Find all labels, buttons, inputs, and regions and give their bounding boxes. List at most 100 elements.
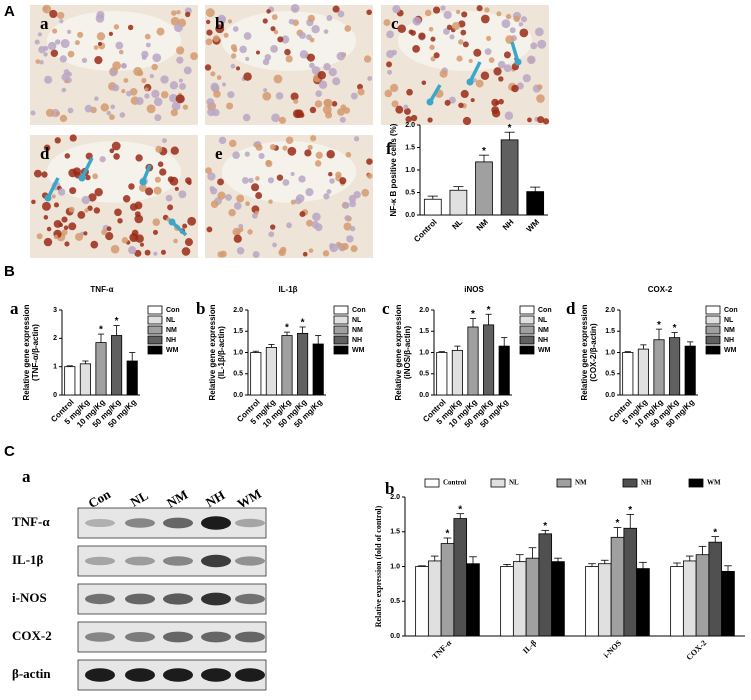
cell: [430, 56, 436, 62]
legend-swatch: [424, 478, 440, 488]
cell: [43, 52, 48, 57]
cell: [329, 178, 335, 184]
cell: [311, 24, 320, 34]
cell: [412, 45, 420, 53]
cell: [255, 144, 263, 151]
cell: [292, 7, 297, 12]
cell: [176, 56, 184, 64]
cell: [212, 35, 220, 42]
cell: [49, 9, 58, 19]
cell: [443, 28, 450, 35]
cell: [170, 109, 178, 117]
legend-label: NM: [538, 327, 549, 334]
cell: [135, 154, 143, 162]
x-tick-label: IL-β: [521, 638, 538, 655]
cell: [353, 136, 360, 142]
significance-star: *: [616, 518, 620, 529]
legend-swatch: [556, 478, 572, 488]
chart-title: iNOS: [464, 285, 484, 294]
y-axis-label: (IL-1β/β-actin): [217, 326, 226, 379]
cell: [328, 171, 333, 177]
bar: [669, 337, 681, 396]
micrograph-letter: b: [215, 14, 224, 33]
significance-star: *: [99, 325, 103, 336]
cell: [336, 51, 346, 61]
band: [85, 668, 115, 682]
cell: [497, 60, 506, 69]
significance-star: *: [628, 505, 632, 516]
cell: [299, 50, 309, 59]
y-tick-label: 1.5: [419, 328, 429, 335]
band: [235, 593, 265, 605]
significance-star: *: [657, 320, 661, 331]
cell: [68, 206, 75, 213]
cell: [81, 195, 91, 205]
cell: [95, 14, 105, 23]
legend-label: Con: [724, 307, 738, 314]
cell: [395, 105, 404, 114]
bar: [312, 343, 324, 396]
cell: [94, 96, 99, 101]
band: [163, 593, 193, 605]
blot-strip: [77, 621, 267, 653]
arrow-head: [78, 174, 86, 182]
band: [163, 668, 193, 682]
cell: [323, 193, 330, 200]
cell: [285, 136, 294, 145]
legend-swatch: [519, 335, 535, 345]
y-tick-label: 3: [53, 307, 57, 314]
legend-label: NL: [724, 317, 734, 324]
cell: [462, 41, 469, 48]
cell: [230, 63, 236, 69]
cell: [366, 158, 373, 165]
cell: [501, 19, 511, 29]
bar: [483, 324, 495, 396]
cell: [298, 175, 306, 183]
cell: [302, 251, 308, 257]
cell: [144, 87, 149, 92]
cell: [470, 98, 475, 103]
cell: [496, 11, 502, 17]
cell: [171, 10, 177, 16]
cell: [505, 35, 515, 44]
legend-label: WM: [724, 347, 737, 354]
cell: [458, 102, 464, 109]
cell: [111, 141, 121, 151]
cell: [271, 113, 280, 123]
cell: [176, 46, 185, 55]
cell: [144, 93, 150, 99]
cell: [480, 14, 490, 24]
cell: [155, 145, 163, 153]
legend-swatch: [333, 315, 349, 325]
cell: [67, 50, 75, 58]
cell: [449, 34, 455, 40]
arrow-head: [426, 98, 434, 106]
cell: [162, 138, 167, 144]
micrograph-letter: a: [40, 14, 49, 33]
cell: [278, 116, 287, 124]
cell: [294, 197, 302, 205]
cell: [156, 27, 165, 36]
cell: [43, 144, 51, 152]
cell: [386, 61, 392, 68]
arrow: [468, 61, 482, 83]
significance-star: *: [446, 529, 450, 540]
cell: [314, 100, 323, 108]
lane-label: NH: [203, 487, 227, 510]
cell: [121, 237, 129, 244]
legend-swatch: [519, 325, 535, 335]
cell: [337, 10, 345, 18]
cell: [127, 24, 134, 31]
bar: [453, 518, 468, 637]
cell: [367, 76, 373, 81]
y-tick-label: 1.0: [405, 167, 415, 174]
bar: [721, 570, 735, 637]
cell: [83, 231, 88, 236]
bar: [525, 557, 540, 637]
cell: [492, 109, 501, 118]
cell: [309, 62, 315, 69]
bar: [708, 541, 723, 637]
cell: [51, 194, 56, 199]
cell: [232, 26, 239, 32]
y-tick-label: 0: [53, 392, 57, 399]
